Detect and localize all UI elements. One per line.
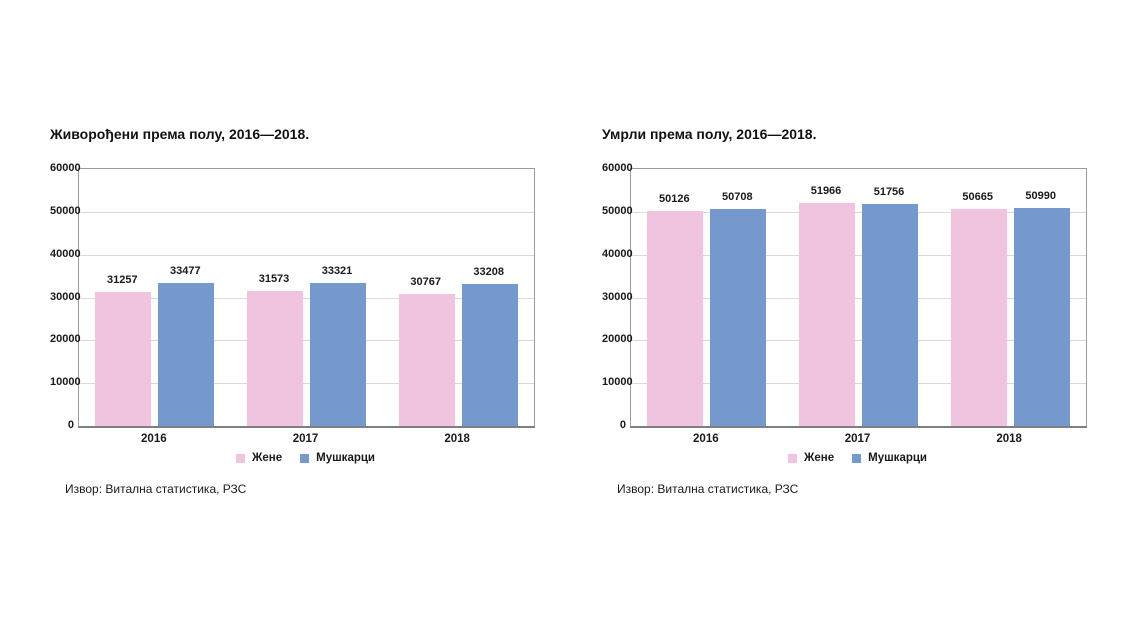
y-tick-label: 40000 xyxy=(602,247,633,260)
legend-label: Жене xyxy=(803,452,835,464)
legend: Жене Мушкарци xyxy=(630,450,1085,466)
x-tick-label: 2017 xyxy=(844,433,871,445)
bar-Мушкарци-2017 xyxy=(310,283,366,426)
y-tick-label: 30000 xyxy=(602,290,633,303)
plot-area xyxy=(78,168,535,428)
y-tick-label: 60000 xyxy=(602,162,633,174)
y-tick-label: 20000 xyxy=(602,333,633,346)
gridline xyxy=(631,340,1086,342)
chart-live-births-by-sex: Живорођени према полу, 2016—2018. Жене Му… xyxy=(50,126,542,511)
source-note: Извор: Витална статистика, РЗС xyxy=(617,482,799,496)
y-tick-label: 10000 xyxy=(50,376,81,389)
bar-value-label: 33321 xyxy=(321,265,353,278)
y-tick-label: 0 xyxy=(619,419,626,431)
gridline xyxy=(631,254,1086,256)
legend-label: Мушкарци xyxy=(868,452,928,464)
legend-swatch-icon xyxy=(852,453,862,463)
legend-label: Жене xyxy=(251,452,283,464)
bar-Жене-2018 xyxy=(398,294,455,426)
chart-title: Живорођени према полу, 2016—2018. xyxy=(50,126,310,142)
y-tick-label: 50000 xyxy=(50,204,81,217)
gridline xyxy=(631,383,1086,385)
x-tick-label: 2018 xyxy=(996,433,1022,445)
x-tick-label: 2018 xyxy=(444,433,470,445)
gridline xyxy=(631,211,1086,213)
legend-item: Жене xyxy=(235,452,283,464)
bar-Жене-2016 xyxy=(95,292,152,426)
y-tick-label: 10000 xyxy=(602,376,633,389)
x-tick-label: 2017 xyxy=(292,433,319,445)
bar-value-label: 33477 xyxy=(170,264,201,277)
bar-Жене-2017 xyxy=(799,203,855,426)
bar-Мушкарци-2016 xyxy=(158,282,215,426)
x-tick-label: 2016 xyxy=(141,433,167,445)
legend-item: Мушкарци xyxy=(852,452,927,464)
gridline xyxy=(79,211,534,213)
gridline xyxy=(631,297,1086,299)
bar-Мушкарци-2018 xyxy=(1013,207,1070,426)
bar-value-label: 50708 xyxy=(722,190,753,203)
bar-Жене-2018 xyxy=(950,209,1007,426)
bar-value-label: 31257 xyxy=(107,274,138,287)
legend-swatch-icon xyxy=(235,453,245,463)
bar-Мушкарци-2017 xyxy=(862,204,918,426)
gridline xyxy=(79,383,534,385)
y-tick-label: 40000 xyxy=(50,247,81,260)
bar-value-label: 33208 xyxy=(473,265,504,278)
legend-label: Мушкарци xyxy=(316,452,376,464)
bar-Мушкарци-2018 xyxy=(461,283,518,426)
plot-area xyxy=(630,168,1087,428)
gridline xyxy=(79,340,534,342)
bar-Мушкарци-2016 xyxy=(710,208,767,426)
bar-value-label: 50126 xyxy=(659,193,690,206)
y-tick-label: 30000 xyxy=(50,290,81,303)
y-tick-label: 50000 xyxy=(602,204,633,217)
bar-value-label: 50665 xyxy=(962,190,993,203)
y-tick-label: 60000 xyxy=(50,162,81,174)
bar-value-label: 50990 xyxy=(1025,189,1056,202)
y-tick-label: 20000 xyxy=(50,333,81,346)
y-tick-label: 0 xyxy=(67,419,74,431)
legend-swatch-icon xyxy=(300,453,310,463)
bar-value-label: 30767 xyxy=(410,276,441,289)
bar-value-label: 31573 xyxy=(258,272,290,285)
chart-title: Умрли према полу, 2016—2018. xyxy=(602,126,817,142)
gridline xyxy=(79,254,534,256)
bar-Жене-2016 xyxy=(647,211,704,426)
x-tick-label: 2016 xyxy=(693,433,719,445)
bar-Жене-2017 xyxy=(247,290,303,426)
chart-deaths-by-sex: Умрли према полу, 2016—2018. Жене Мушкарц… xyxy=(602,126,1094,511)
legend-item: Жене xyxy=(787,452,835,464)
bar-value-label: 51756 xyxy=(873,186,905,199)
bar-value-label: 51966 xyxy=(810,185,842,198)
legend-swatch-icon xyxy=(787,453,797,463)
legend: Жене Мушкарци xyxy=(78,450,533,466)
source-note: Извор: Витална статистика, РЗС xyxy=(65,482,247,496)
legend-item: Мушкарци xyxy=(300,452,375,464)
gridline xyxy=(79,297,534,299)
